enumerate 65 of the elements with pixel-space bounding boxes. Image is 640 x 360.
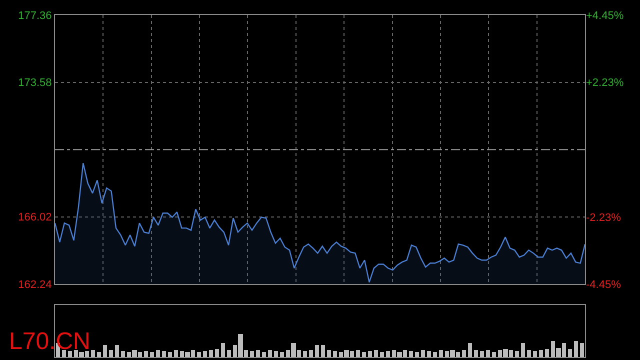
bar [362,352,366,357]
bar [468,343,472,357]
bar [97,352,101,357]
bar [433,352,437,357]
bar [356,350,360,357]
bar [409,351,413,357]
bar [545,349,549,357]
bar [303,351,307,357]
bar [262,352,266,357]
bar [421,350,425,357]
bar [580,343,584,357]
bar [474,350,478,357]
bar [527,350,531,357]
bar [280,352,284,357]
y-tick-label: 162.24 [18,279,52,291]
y-tick-label: 166.02 [18,212,52,224]
bar [103,345,107,357]
bar [197,352,201,357]
bar [574,341,578,357]
bar [256,350,260,357]
bar [539,350,543,357]
bar [203,351,207,357]
bar [327,350,331,357]
bar [386,351,390,357]
bar [480,351,484,357]
bar [427,351,431,357]
bar [150,352,154,357]
bar [215,349,219,357]
bar [209,350,213,357]
y2-tick-label: +4.45% [586,10,624,22]
bar [268,350,272,357]
bar [274,351,278,357]
y2-tick-label: -4.45% [586,279,622,291]
bar [515,351,519,357]
bar [91,350,95,357]
bar [121,351,125,357]
bar [162,351,166,357]
bar [492,352,496,357]
bar [486,350,490,357]
bar [168,352,172,357]
y-tick-label: 173.58 [18,77,52,90]
bar [250,351,254,357]
bar [333,351,337,357]
bar [321,345,325,357]
bar [374,350,378,357]
bar [144,351,148,357]
bar [568,349,572,357]
bar [415,352,419,357]
bar [156,350,160,357]
bar [380,352,384,357]
y2-tick-label: +2.23% [586,76,624,89]
bar [309,350,313,357]
bar [462,350,466,357]
bar [533,351,537,357]
bar [315,345,319,357]
y2-tick-label: -2.23% [586,212,622,224]
bar [109,350,113,357]
y-tick-label: 177.36 [18,10,52,22]
bar [368,351,372,357]
bar [439,350,443,357]
bar [521,343,525,357]
bar [227,350,231,357]
bar [221,343,225,357]
bar [174,350,178,357]
bar [115,345,119,357]
